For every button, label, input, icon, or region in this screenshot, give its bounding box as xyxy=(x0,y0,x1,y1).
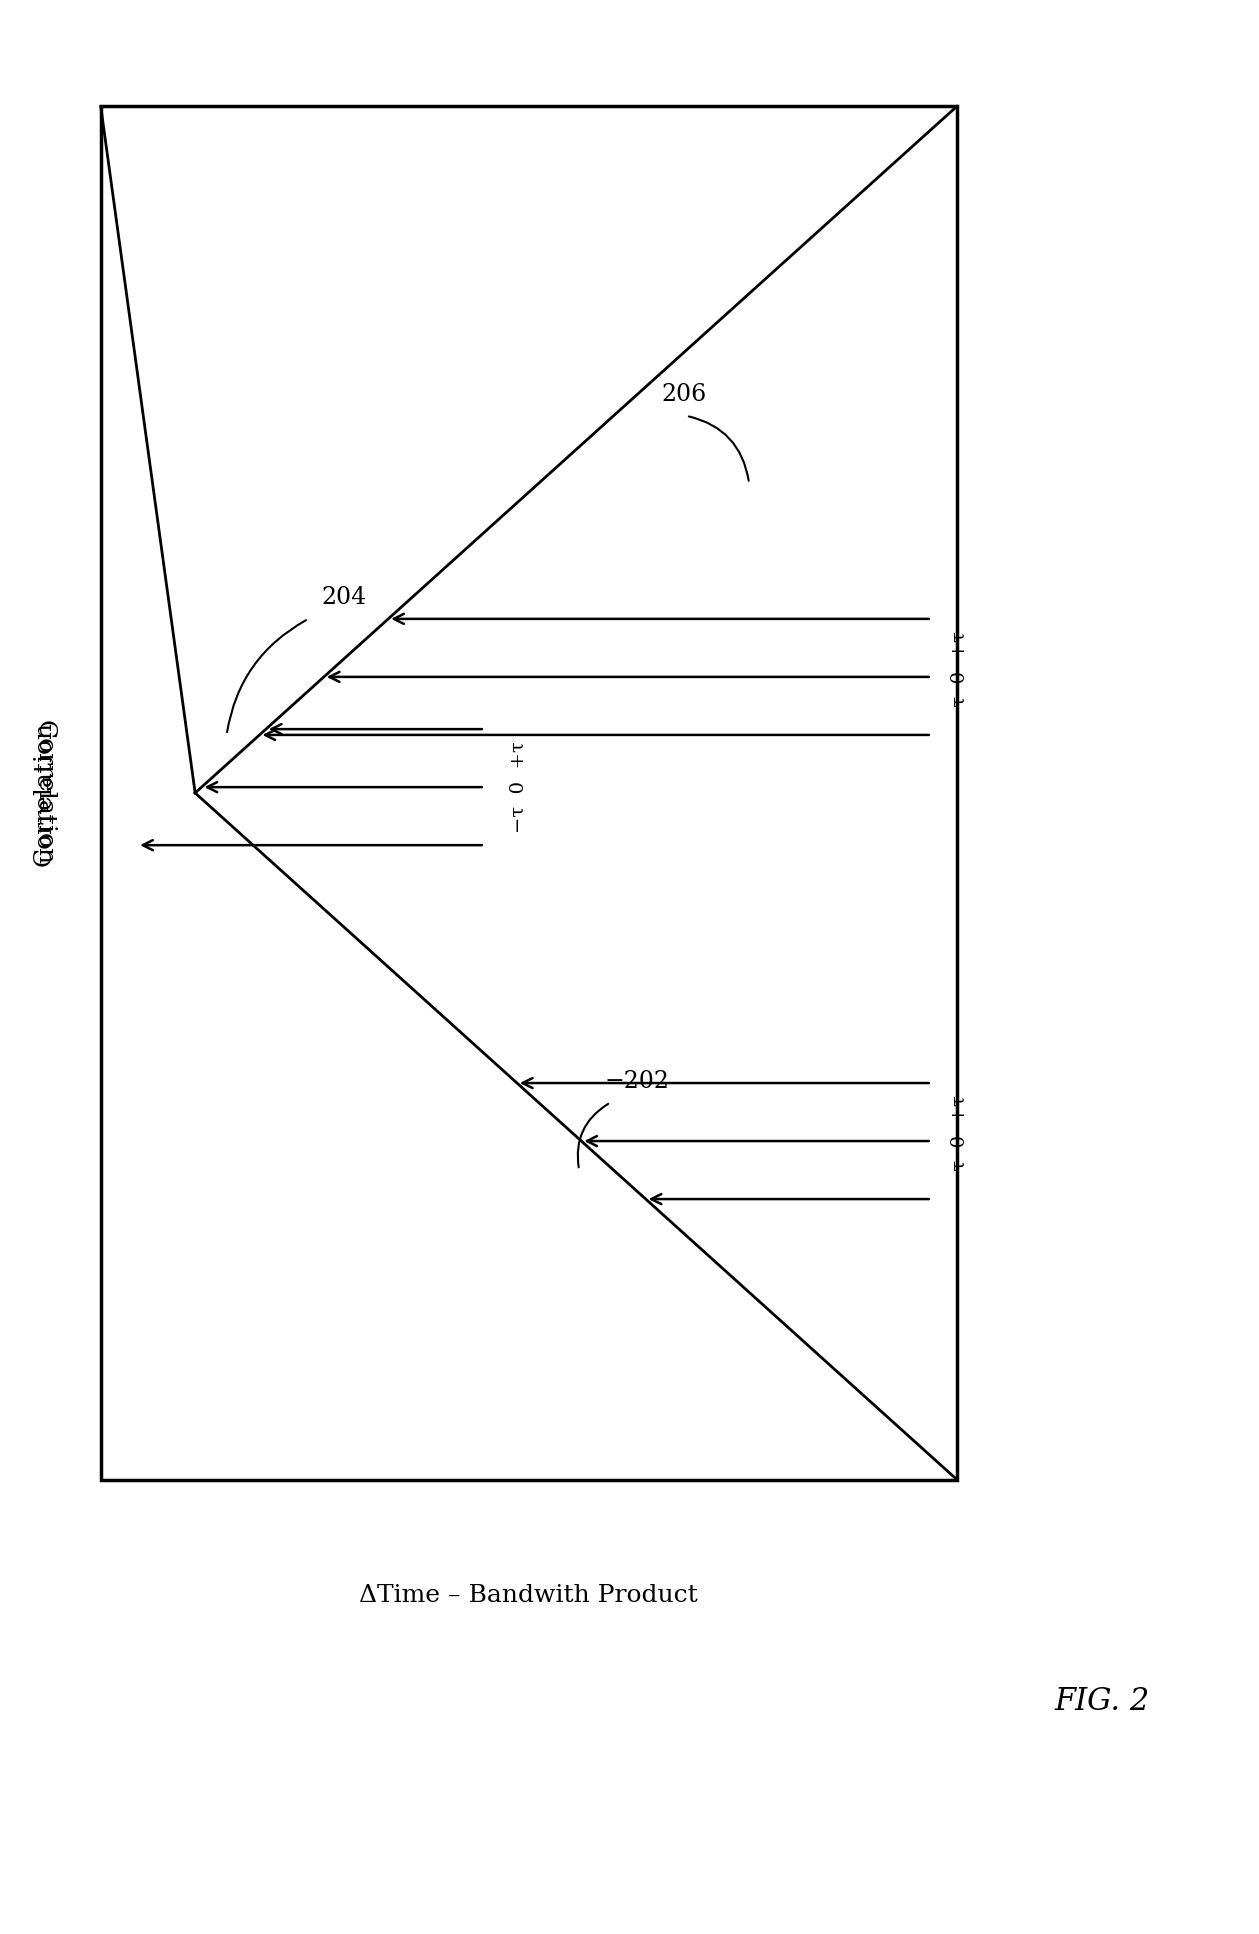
Text: −τ  0  +τ: −τ 0 +τ xyxy=(951,630,968,723)
Text: 204: 204 xyxy=(321,586,366,609)
Text: Correlation: Correlation xyxy=(33,719,55,866)
Text: −τ  0  +τ: −τ 0 +τ xyxy=(951,1095,968,1187)
Text: 206: 206 xyxy=(661,383,706,406)
Text: ΔTime – Bandwith Product: ΔTime – Bandwith Product xyxy=(359,1584,699,1607)
Bar xyxy=(101,106,957,1480)
Text: Correlation: Correlation xyxy=(33,719,55,866)
Text: FIG. 2: FIG. 2 xyxy=(1054,1686,1149,1717)
Text: −τ  0  +τ: −τ 0 +τ xyxy=(510,741,528,834)
Text: −202: −202 xyxy=(604,1070,670,1093)
